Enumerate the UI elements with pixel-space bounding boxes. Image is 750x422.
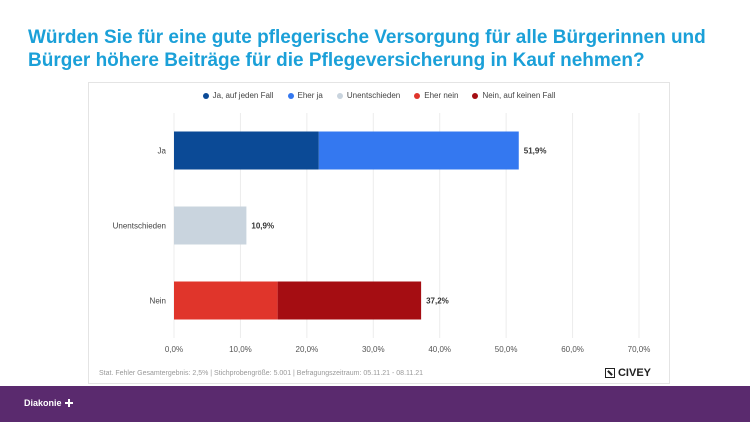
- chart-panel: Ja, auf jeden Fall Eher ja Unentschieden Eh…: [88, 82, 670, 384]
- legend-swatch: [414, 92, 421, 99]
- diakonie-cross-icon: [64, 399, 73, 407]
- chart-legend: Ja, auf jeden Fall Eher ja Unentschieden Eh…: [89, 91, 669, 100]
- legend-label: Unentschieden: [346, 91, 401, 100]
- bar-segment: [174, 131, 319, 170]
- category-label: Nein: [150, 297, 166, 306]
- civey-wordmark: CIVEY: [617, 367, 651, 379]
- legend-swatch: [472, 92, 479, 99]
- legend-swatch: [287, 92, 294, 99]
- source-note: Stat. Fehler Gesamtergebnis: 2,5% | Stic…: [99, 370, 424, 377]
- category-label: Ja: [158, 147, 167, 156]
- x-tick-label: 70,0%: [628, 345, 651, 354]
- legend-item: Nein, auf keinen Fall: [472, 91, 555, 100]
- x-tick-label: 0,0%: [165, 345, 183, 354]
- x-tick-label: 10,0%: [229, 345, 252, 354]
- bar-segment: [318, 131, 519, 170]
- bar-segment: [174, 206, 247, 245]
- legend-label: Ja, auf jeden Fall: [212, 91, 274, 100]
- x-tick-label: 30,0%: [362, 345, 385, 354]
- bar-segment: [277, 281, 422, 320]
- legend-swatch: [202, 92, 209, 99]
- legend-label: Eher nein: [424, 91, 459, 100]
- x-tick-label: 60,0%: [561, 345, 584, 354]
- legend-item: Unentschieden: [336, 91, 401, 100]
- chart-headline: Würden Sie für eine gute pflegerische Ve…: [28, 27, 706, 71]
- civey-logo: CIVEY: [604, 367, 651, 379]
- legend-item: Eher ja: [287, 91, 323, 100]
- civey-mark-icon: [604, 368, 615, 378]
- legend-label: Nein, auf keinen Fall: [482, 91, 556, 100]
- x-tick-label: 20,0%: [296, 345, 319, 354]
- diakonie-wordmark: Diakonie: [24, 398, 62, 408]
- category-label: Unentschieden: [113, 222, 166, 231]
- footer-bar: Diakonie: [0, 386, 750, 422]
- legend-item: Ja, auf jeden Fall: [202, 91, 274, 100]
- bar-value-label: 37,2%: [426, 297, 449, 306]
- bar-segment: [174, 281, 278, 320]
- diakonie-logo: Diakonie: [24, 398, 73, 408]
- legend-swatch: [336, 92, 343, 99]
- legend-item: Eher nein: [414, 91, 458, 100]
- bar-value-label: 10,9%: [251, 222, 274, 231]
- legend-label: Eher ja: [297, 91, 323, 100]
- bar-value-label: 51,9%: [524, 147, 547, 156]
- x-tick-label: 50,0%: [495, 345, 518, 354]
- bar-chart: 0,0% 10,0% 20,0% 30,0% 40,0% 50,0% 60,0% 70,0% J…: [113, 113, 651, 354]
- x-tick-label: 40,0%: [428, 345, 451, 354]
